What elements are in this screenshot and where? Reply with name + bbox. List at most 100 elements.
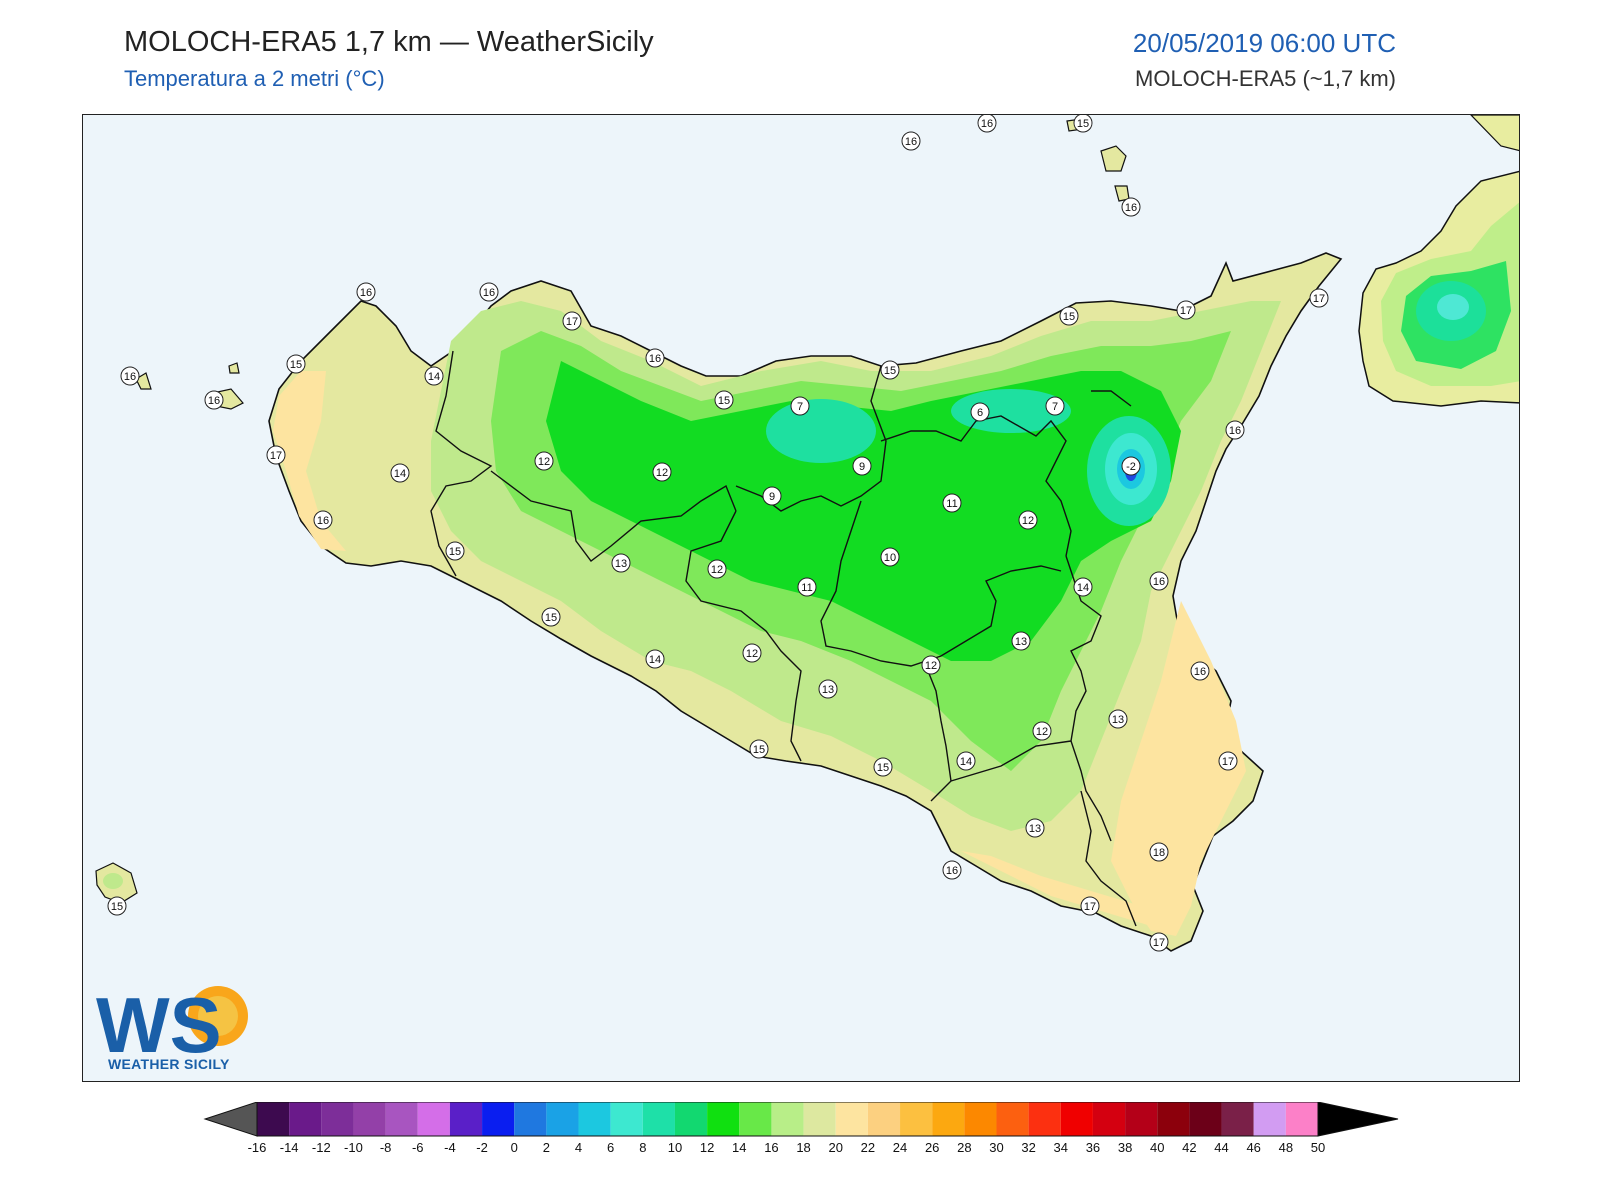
colorbar-segment bbox=[353, 1102, 386, 1136]
colorbar-max-arrow bbox=[1317, 1102, 1399, 1137]
station-value: 7 bbox=[797, 401, 803, 413]
map-panel[interactable]: 16 16 15 16 16 16 17 16 15 14 16 16 15 15 15 17 17 7 6 7 16 1… bbox=[82, 114, 1520, 1082]
station-marker: 14 bbox=[956, 751, 976, 771]
temperature-map[interactable]: 16 16 15 16 16 16 17 16 15 14 16 16 15 15 15 17 17 7 6 7 16 1… bbox=[83, 115, 1520, 1082]
colorbar-tick-label: -8 bbox=[380, 1140, 392, 1155]
station-marker: 12 bbox=[1018, 510, 1038, 530]
colorbar-tick-label: -16 bbox=[248, 1140, 267, 1155]
station-value: -2 bbox=[1126, 461, 1136, 473]
pantelleria-zone bbox=[103, 873, 123, 889]
station-value: 16 bbox=[317, 515, 329, 527]
station-marker: 15 bbox=[873, 757, 893, 777]
colorbar-tick-label: -14 bbox=[280, 1140, 299, 1155]
colorbar-segment bbox=[932, 1102, 965, 1136]
station-marker: 12 bbox=[1032, 721, 1052, 741]
station-marker: 17 bbox=[1218, 751, 1238, 771]
map-title: MOLOCH-ERA5 1,7 km — WeatherSicily bbox=[124, 26, 654, 58]
station-value: 17 bbox=[270, 450, 282, 462]
colorbar-segment bbox=[610, 1102, 643, 1136]
station-value: 17 bbox=[1084, 901, 1096, 913]
station-value: 14 bbox=[649, 654, 661, 666]
station-marker: 15 bbox=[541, 607, 561, 627]
logo-letters: WS bbox=[96, 982, 222, 1069]
colorbar-segment bbox=[1028, 1102, 1061, 1136]
station-marker: 16 bbox=[1149, 571, 1169, 591]
station-marker: 13 bbox=[1011, 631, 1031, 651]
station-value: 14 bbox=[960, 756, 972, 768]
station-marker: 12 bbox=[534, 451, 554, 471]
station-marker: 16 bbox=[977, 115, 997, 133]
station-value: 9 bbox=[769, 491, 775, 503]
station-marker: 18 bbox=[1149, 842, 1169, 862]
station-marker: 14 bbox=[424, 366, 444, 386]
colorbar-tick-label: 46 bbox=[1246, 1140, 1260, 1155]
colorbar-tick-label: 18 bbox=[796, 1140, 810, 1155]
colorbar-tick-label: 12 bbox=[700, 1140, 714, 1155]
colorbar-tick-label: 50 bbox=[1311, 1140, 1325, 1155]
colorbar-tick-label: 4 bbox=[575, 1140, 582, 1155]
colorbar-segment bbox=[1060, 1102, 1093, 1136]
colorbar-segment bbox=[289, 1102, 322, 1136]
station-marker: 15 bbox=[445, 541, 465, 561]
station-marker: 16 bbox=[1190, 661, 1210, 681]
zone-10 bbox=[546, 361, 1181, 661]
station-marker: 11 bbox=[942, 493, 962, 513]
station-value: 9 bbox=[859, 461, 865, 473]
station-marker: 16 bbox=[942, 860, 962, 880]
station-value: 12 bbox=[746, 648, 758, 660]
station-marker: 10 bbox=[880, 547, 900, 567]
station-value: 17 bbox=[1222, 756, 1234, 768]
colorbar-tick-label: 6 bbox=[607, 1140, 614, 1155]
station-marker: 13 bbox=[611, 553, 631, 573]
station-marker: 17 bbox=[1080, 896, 1100, 916]
station-value: 15 bbox=[877, 762, 889, 774]
station-marker: 13 bbox=[1025, 818, 1045, 838]
station-value: 17 bbox=[566, 316, 578, 328]
colorbar-segment bbox=[385, 1102, 418, 1136]
station-value: 17 bbox=[1153, 937, 1165, 949]
station-marker: 7 bbox=[790, 396, 810, 416]
colorbar-tick-label: 48 bbox=[1279, 1140, 1293, 1155]
station-marker: 15 bbox=[286, 354, 306, 374]
valid-datetime: 20/05/2019 06:00 UTC bbox=[1132, 28, 1396, 58]
station-marker: 15 bbox=[107, 896, 127, 916]
station-value: 13 bbox=[615, 558, 627, 570]
colorbar-segment bbox=[867, 1102, 901, 1136]
station-marker: 15 bbox=[880, 360, 900, 380]
zone-16-south bbox=[961, 851, 1151, 926]
colorbar-tick-label: 36 bbox=[1086, 1140, 1100, 1155]
colorbar-min-arrow bbox=[203, 1102, 258, 1137]
station-value: 18 bbox=[1153, 847, 1165, 859]
station-marker: 12 bbox=[707, 559, 727, 579]
colorbar-tick-label: 34 bbox=[1054, 1140, 1068, 1155]
station-marker: 13 bbox=[1108, 709, 1128, 729]
station-marker: 6 bbox=[970, 402, 990, 422]
egadi-island-2 bbox=[228, 362, 240, 374]
station-value: 16 bbox=[1153, 576, 1165, 588]
zone-16-east bbox=[1111, 601, 1246, 936]
station-marker: 16 bbox=[1225, 420, 1245, 440]
station-value: 12 bbox=[925, 660, 937, 672]
station-value: 12 bbox=[538, 456, 550, 468]
colorbar-segment bbox=[578, 1102, 611, 1136]
colorbar-tick-label: -2 bbox=[476, 1140, 488, 1155]
station-value: 15 bbox=[1077, 118, 1089, 130]
colorbar-segment bbox=[257, 1102, 290, 1136]
colorbar-tick-label: 32 bbox=[1021, 1140, 1035, 1155]
station-value: 13 bbox=[1029, 823, 1041, 835]
egadi-island-3 bbox=[135, 372, 152, 390]
colorbar-segment bbox=[1285, 1102, 1318, 1136]
zone-16-west bbox=[273, 371, 346, 551]
station-value: 14 bbox=[428, 371, 440, 383]
station-value: 13 bbox=[822, 684, 834, 696]
map-subtitle: Temperatura a 2 metri (°C) bbox=[124, 66, 385, 91]
station-value: 16 bbox=[946, 865, 958, 877]
colorbar-tick-label: 40 bbox=[1150, 1140, 1164, 1155]
station-value: 12 bbox=[656, 467, 668, 479]
station-value: 13 bbox=[1015, 636, 1027, 648]
station-marker: 14 bbox=[1073, 577, 1093, 597]
zone-8 bbox=[766, 399, 876, 463]
colorbar-segment bbox=[739, 1102, 772, 1136]
station-marker: 7 bbox=[1045, 396, 1065, 416]
station-marker: 16 bbox=[204, 390, 224, 410]
